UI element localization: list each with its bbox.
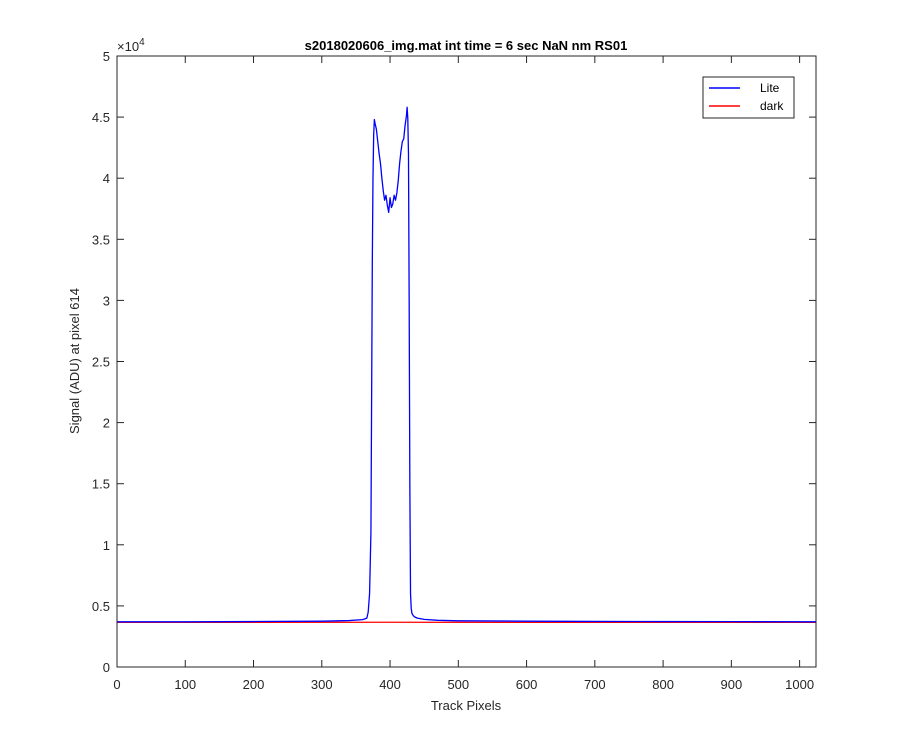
legend-box <box>702 76 795 119</box>
x-tick-label-8: 800 <box>652 677 674 692</box>
x-tick-label-10: 1000 <box>785 677 814 692</box>
x-tick-label-0: 0 <box>113 677 120 692</box>
x-tick-label-7: 700 <box>584 677 606 692</box>
legend-label-dark: dark <box>760 99 784 113</box>
y-axis-multiplier-exponent: 4 <box>139 37 145 48</box>
y-tick-label-0: 0 <box>103 660 110 675</box>
y-tick-label-3: 1.5 <box>92 477 110 492</box>
y-axis-multiplier: ×104 <box>117 37 145 54</box>
y-tick-label-10: 5 <box>103 49 110 64</box>
x-tick-label-4: 400 <box>379 677 401 692</box>
y-tick-label-1: 0.5 <box>92 599 110 614</box>
x-tick-label-2: 200 <box>243 677 265 692</box>
plot-area <box>117 56 816 667</box>
x-tick-label-5: 500 <box>447 677 469 692</box>
x-tick-label-3: 300 <box>311 677 333 692</box>
y-tick-label-7: 3.5 <box>92 232 110 247</box>
y-axis-multiplier-base: ×10 <box>117 39 139 54</box>
y-axis-label: Signal (ADU) at pixel 614 <box>67 288 82 434</box>
y-tick-label-6: 3 <box>103 293 110 308</box>
chart-title: s2018020606_img.mat int time = 6 sec NaN… <box>305 38 628 53</box>
legend: Lite dark <box>702 76 795 119</box>
y-tick-label-8: 4 <box>103 171 110 186</box>
y-tick-label-9: 4.5 <box>92 110 110 125</box>
x-tick-label-9: 900 <box>721 677 743 692</box>
y-tick-label-2: 1 <box>103 538 110 553</box>
x-axis-label: Track Pixels <box>431 698 502 713</box>
tick-layer: 0 100 200 300 400 500 600 700 800 900 1000 0 0.5 1 1.5… <box>92 49 816 692</box>
x-tick-label-6: 600 <box>516 677 538 692</box>
y-tick-label-4: 2 <box>103 416 110 431</box>
series-line-lite <box>117 106 817 623</box>
y-tick-label-5: 2.5 <box>92 355 110 370</box>
plot-frame <box>116 55 817 668</box>
x-tick-label-1: 100 <box>174 677 196 692</box>
legend-label-lite: Lite <box>760 81 780 95</box>
series-layer <box>117 106 817 624</box>
